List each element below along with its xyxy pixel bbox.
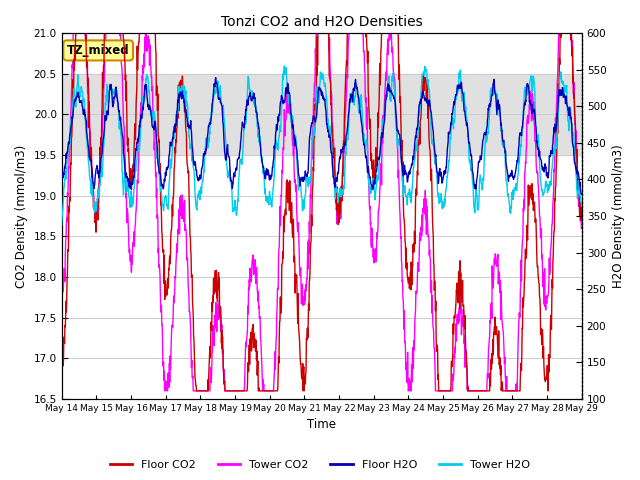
Title: Tonzi CO2 and H2O Densities: Tonzi CO2 and H2O Densities xyxy=(221,15,422,29)
Y-axis label: H2O Density (mmol/m3): H2O Density (mmol/m3) xyxy=(612,144,625,288)
Floor H2O xyxy=(578,192,586,197)
Tower H2O xyxy=(173,108,181,113)
Floor CO2 xyxy=(232,388,240,394)
Floor CO2 xyxy=(161,283,169,288)
Tower H2O xyxy=(280,63,288,69)
Floor H2O xyxy=(173,106,181,112)
Tower H2O xyxy=(161,194,168,200)
Line: Tower CO2: Tower CO2 xyxy=(61,33,582,391)
Tower CO2 xyxy=(161,378,169,384)
Line: Floor CO2: Floor CO2 xyxy=(61,33,582,391)
Tower CO2 xyxy=(232,388,240,394)
Tower CO2 xyxy=(58,299,65,305)
Tower CO2 xyxy=(69,30,77,36)
Line: Floor H2O: Floor H2O xyxy=(61,78,582,194)
Floor CO2 xyxy=(58,370,65,375)
Floor H2O xyxy=(403,170,410,176)
Y-axis label: CO2 Density (mmol/m3): CO2 Density (mmol/m3) xyxy=(15,144,28,288)
Floor CO2 xyxy=(174,107,182,112)
Line: Tower H2O: Tower H2O xyxy=(61,66,582,225)
Floor CO2 xyxy=(517,366,525,372)
Tower H2O xyxy=(516,146,524,152)
Floor CO2 xyxy=(193,388,200,394)
Bar xyxy=(61,73,582,155)
Tower H2O xyxy=(470,206,478,212)
Text: TZ_mixed: TZ_mixed xyxy=(67,44,129,57)
Floor H2O xyxy=(470,184,478,190)
Tower CO2 xyxy=(471,388,479,394)
Floor H2O xyxy=(161,179,168,184)
Floor H2O xyxy=(212,75,220,81)
Floor CO2 xyxy=(403,260,411,265)
Tower H2O xyxy=(58,222,65,228)
Tower CO2 xyxy=(403,379,411,384)
X-axis label: Time: Time xyxy=(307,419,336,432)
Tower CO2 xyxy=(161,388,168,394)
Floor H2O xyxy=(232,166,240,172)
Floor CO2 xyxy=(471,388,479,394)
Tower CO2 xyxy=(174,226,182,232)
Tower H2O xyxy=(578,204,586,209)
Floor H2O xyxy=(578,192,586,197)
Tower H2O xyxy=(403,193,410,199)
Floor CO2 xyxy=(578,207,586,213)
Tower CO2 xyxy=(578,222,586,228)
Tower CO2 xyxy=(517,282,525,288)
Tower H2O xyxy=(232,205,239,211)
Floor H2O xyxy=(516,132,524,137)
Legend: Floor CO2, Tower CO2, Floor H2O, Tower H2O: Floor CO2, Tower CO2, Floor H2O, Tower H… xyxy=(105,456,535,474)
Floor H2O xyxy=(58,169,65,175)
Floor CO2 xyxy=(72,30,79,36)
